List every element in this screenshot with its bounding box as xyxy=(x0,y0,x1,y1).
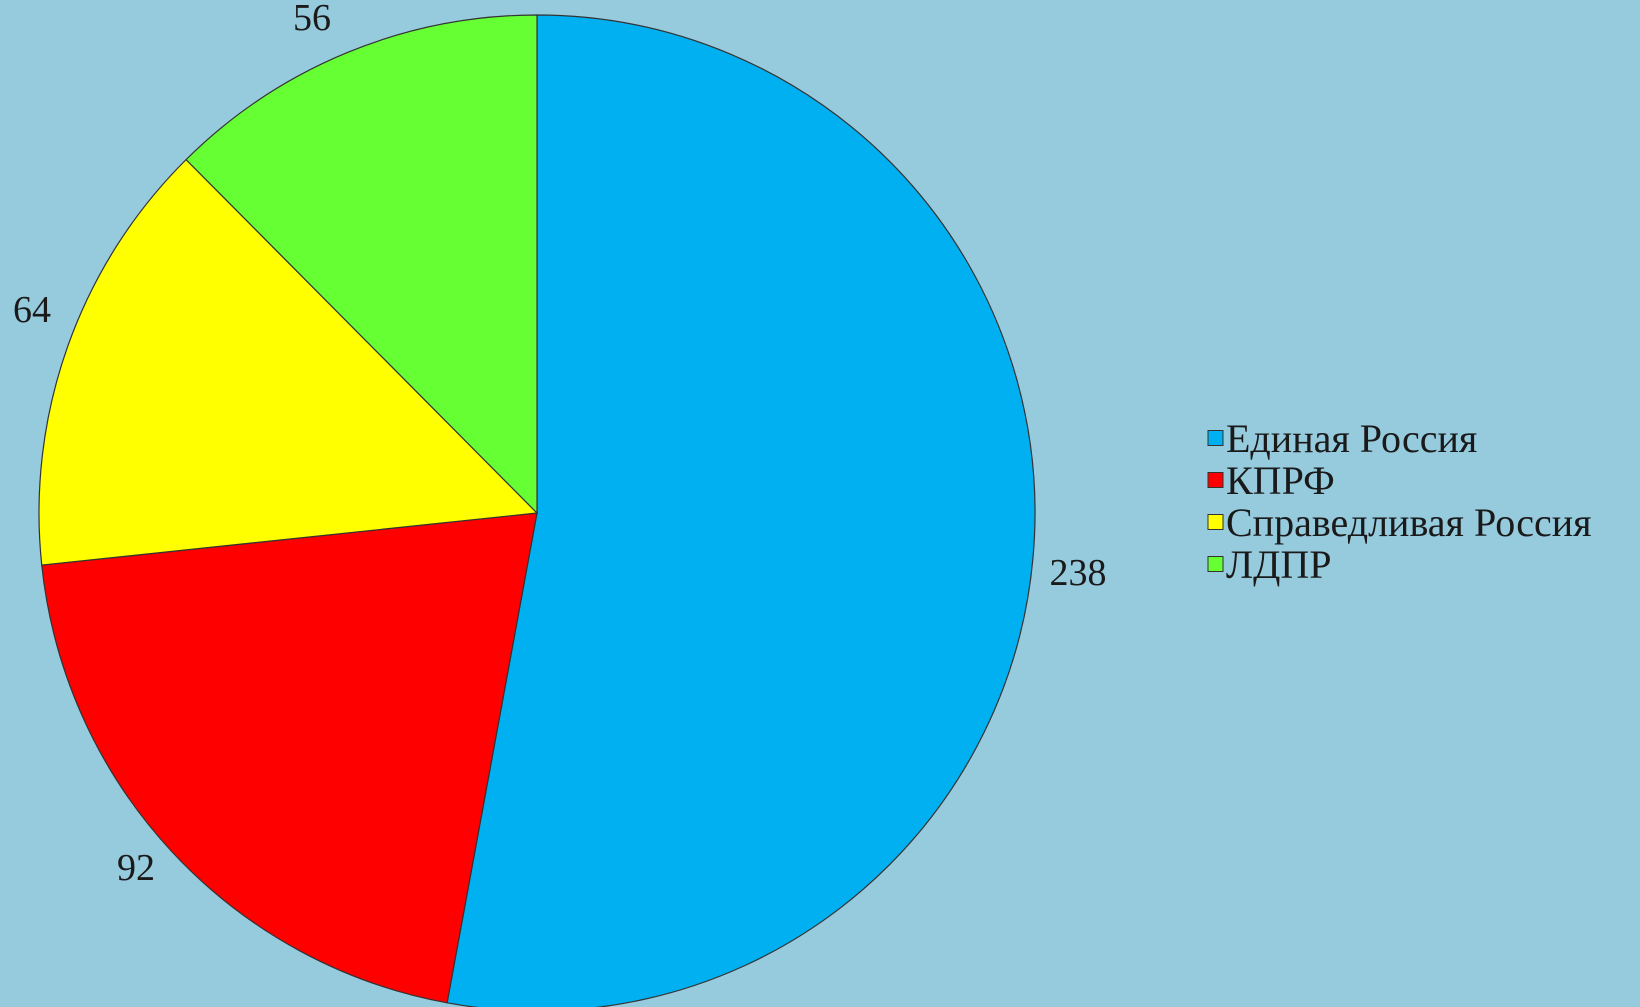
slice-value-label: 64 xyxy=(13,289,51,331)
slice-value-label: 92 xyxy=(117,847,155,889)
legend-swatch xyxy=(1207,556,1224,572)
legend-label: ЛДПР xyxy=(1226,542,1332,587)
pie-slice xyxy=(446,14,1036,1007)
legend-label: КПРФ xyxy=(1226,458,1335,503)
pie-slice xyxy=(185,14,538,515)
pie-value-labels: 238 92 64 56 xyxy=(13,0,1107,889)
slice-value-label: 56 xyxy=(293,0,331,39)
legend-label: Справедливая Россия xyxy=(1226,500,1592,545)
legend-swatch xyxy=(1207,472,1224,488)
legend-swatch xyxy=(1207,514,1224,530)
legend-label: Единая Россия xyxy=(1226,416,1477,461)
pie-slices xyxy=(38,14,1036,1007)
legend-swatch xyxy=(1207,430,1224,446)
pie-slice xyxy=(41,512,538,1004)
slice-value-label: 238 xyxy=(1050,552,1107,594)
pie-slice xyxy=(38,158,539,566)
